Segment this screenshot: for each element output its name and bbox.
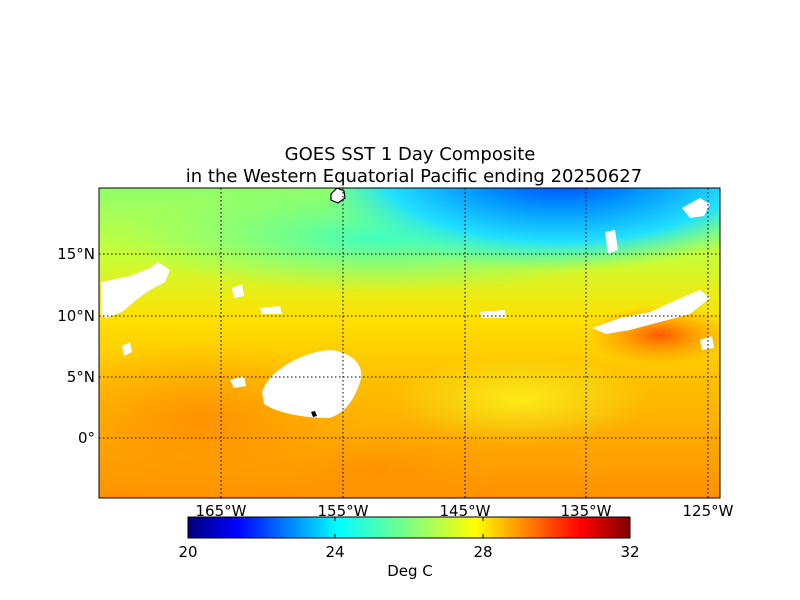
small-island: [311, 411, 317, 417]
map-frame: [98, 187, 721, 499]
colorbar-tickmarks: [334, 517, 484, 538]
yellow-patch: [390, 355, 650, 445]
sst-map: [99, 188, 720, 498]
hawaii-island: [330, 188, 346, 204]
lat-label: 5°N: [67, 368, 95, 386]
cold-region-northeast: [330, 188, 720, 298]
lat-label: 15°N: [57, 245, 95, 263]
colorbar-tick-label: 28: [473, 543, 492, 561]
lat-labels: 15°N 10°N 5°N 0°: [57, 245, 95, 447]
lon-label: 165°W: [196, 502, 247, 520]
title-line-1: GOES SST 1 Day Composite: [285, 144, 536, 165]
lat-label: 10°N: [57, 307, 95, 325]
colorbar-label: Deg C: [387, 562, 433, 580]
graticule: [99, 188, 720, 498]
colorbar-gradient: [187, 516, 631, 539]
lon-labels: 165°W 155°W 145°W 135°W 125°W: [196, 502, 734, 520]
lon-label: 125°W: [683, 502, 734, 520]
colorbar-tick-label: 32: [620, 543, 639, 561]
warm-patch-south: [260, 430, 500, 498]
lon-label: 135°W: [561, 502, 612, 520]
lat-label: 0°: [78, 429, 95, 447]
title-line-2: in the Western Equatorial Pacific ending…: [186, 166, 642, 187]
colorbar: 20 24 28 32 Deg C: [178, 516, 640, 580]
lon-label: 145°W: [440, 502, 491, 520]
lon-label: 155°W: [318, 502, 369, 520]
colorbar-tick-label: 20: [178, 543, 197, 561]
colorbar-tick-label: 24: [325, 543, 344, 561]
